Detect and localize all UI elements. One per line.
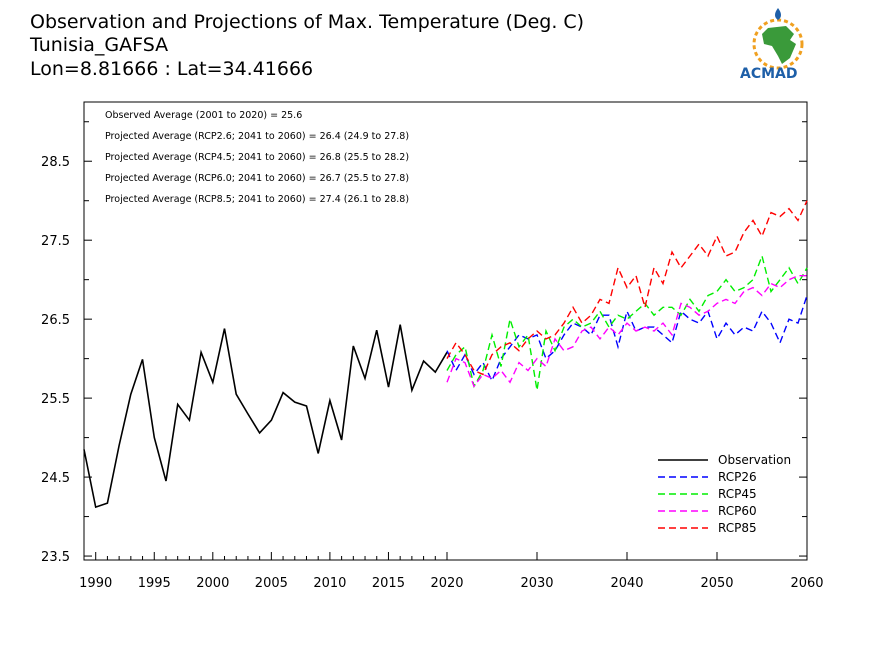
y-tick-label: 27.5 [41, 234, 70, 249]
series-line-rcp26 [446, 295, 808, 383]
annotation-rcp60: Projected Average (RCP6.0; 2041 to 2060)… [105, 173, 409, 184]
x-tick-label: 2015 [372, 576, 405, 591]
y-tick-label: 25.5 [41, 392, 70, 407]
x-tick-label: 2000 [196, 576, 229, 591]
africa-map-icon [752, 8, 804, 70]
legend-item-rcp60: RCP60 [658, 504, 757, 518]
legend-item-rcp26: RCP26 [658, 470, 757, 484]
x-tick-label: 1990 [79, 576, 112, 591]
x-tick-label: 2060 [790, 576, 823, 591]
legend-label-rcp26: RCP26 [718, 470, 757, 484]
legend-item-rcp85: RCP85 [658, 521, 757, 535]
legend-label-rcp60: RCP60 [718, 504, 757, 518]
x-tick-label: 2030 [520, 576, 553, 591]
y-axis-tick-labels: 23.5 24.5 25.5 26.5 27.5 28.5 [41, 155, 70, 565]
x-tick-label: 2020 [430, 576, 463, 591]
plot-frame [83, 101, 808, 561]
legend-item-rcp45: RCP45 [658, 487, 757, 501]
y-tick-label: 26.5 [41, 313, 70, 328]
series-line-rcp85 [446, 200, 808, 376]
legend-label-observation: Observation [718, 453, 791, 467]
series-line-rcp60 [446, 275, 807, 388]
chart-subtitle-location: Tunisia_GAFSA [29, 34, 168, 56]
chart-title: Observation and Projections of Max. Temp… [30, 11, 584, 33]
x-tick-label: 2005 [255, 576, 288, 591]
y-tick-label: 28.5 [41, 155, 70, 170]
series-line-observation [83, 324, 448, 509]
annotation-rcp26: Projected Average (RCP2.6; 2041 to 2060)… [105, 131, 409, 142]
y-tick-label: 23.5 [41, 550, 70, 565]
annotation-rcp45: Projected Average (RCP4.5; 2041 to 2060)… [105, 152, 409, 163]
axis-ticks [84, 121, 808, 560]
x-axis-tick-labels: 1990 1995 2000 2005 2010 2015 2020 2030 2040 2050… [79, 576, 823, 591]
acmad-logo: ACMAD [740, 8, 804, 82]
acmad-logo-text: ACMAD [740, 66, 798, 82]
y-tick-label: 24.5 [41, 471, 70, 486]
legend-label-rcp45: RCP45 [718, 487, 757, 501]
annotation-observed: Observed Average (2001 to 2020) = 25.6 [105, 110, 302, 121]
legend-label-rcp85: RCP85 [718, 521, 757, 535]
x-tick-label: 1995 [138, 576, 171, 591]
x-tick-label: 2050 [700, 576, 733, 591]
average-annotations: Observed Average (2001 to 2020) = 25.6 P… [105, 110, 409, 205]
x-tick-label: 2040 [610, 576, 643, 591]
legend-item-observation: Observation [658, 453, 791, 467]
chart-subtitle-coordinates: Lon=8.81666 : Lat=34.41666 [30, 58, 313, 80]
series-lines [83, 200, 808, 509]
annotation-rcp85: Projected Average (RCP8.5; 2041 to 2060)… [105, 194, 409, 205]
x-tick-label: 2010 [313, 576, 346, 591]
series-line-rcp45 [446, 253, 808, 391]
legend: Observation RCP26 RCP45 RCP60 RCP85 [658, 453, 791, 535]
